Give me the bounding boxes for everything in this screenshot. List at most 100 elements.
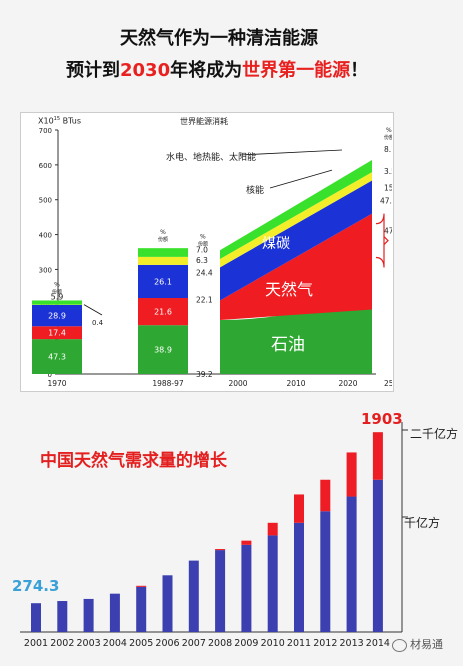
bar-segment-coal [138, 264, 188, 299]
headline-text: 年将成为 [170, 60, 243, 81]
y-tick-label: 600 [39, 162, 52, 170]
share-word-label: 份额 [158, 236, 168, 243]
end-share-label: 8.1 [384, 145, 392, 154]
year-label: 2012 [313, 638, 337, 649]
bar-segment-oil [138, 325, 188, 374]
projection-area-gas [220, 213, 372, 320]
end-share-label: 25.9 [384, 379, 392, 388]
bar-base [215, 550, 226, 632]
bar-top [320, 479, 331, 512]
bar-base [162, 575, 173, 632]
gas-share-label: 47.5 [380, 197, 392, 206]
watermark-text: 材易通 [410, 638, 443, 651]
end-share-label: 3.5 [384, 167, 392, 176]
headline-line2: 预计到2030年将成为世界第一能源！ [66, 56, 368, 82]
region-label-oil: 石油 [271, 335, 305, 355]
year-label: 2009 [234, 638, 258, 649]
share-label: 21.6 [154, 308, 172, 317]
region-label-coal: 煤碳 [262, 236, 290, 252]
bar-base [267, 535, 278, 632]
y-tick-label: 700 [39, 127, 52, 135]
region-label-nuclear: 核能 [246, 186, 265, 196]
bar-base [320, 511, 331, 632]
gas-share-brace [375, 213, 389, 268]
bar-base [31, 603, 41, 632]
bar-segment-gas [138, 298, 188, 326]
bar-base [346, 496, 357, 632]
bar-segment-oil [32, 339, 82, 374]
headline-highlight: 世界第一能源 [242, 60, 351, 81]
y-unit-label: X1015 BTus [38, 116, 81, 126]
end-share-label: 15 [384, 184, 392, 193]
x-tick-label: 2010 [286, 379, 305, 388]
bar-top [346, 452, 357, 497]
y-tick-label: 500 [39, 197, 52, 205]
share-label: 17.4 [48, 329, 66, 338]
projection-area-nuclear [220, 172, 372, 268]
share-label: 38.9 [154, 346, 172, 355]
headline-end: ！ [350, 60, 369, 81]
renewable-pointer-line [239, 149, 343, 156]
headline-line1: 天然气作为一种清洁能源 [120, 28, 318, 49]
year-label: 2010 [261, 638, 285, 649]
bar-base [188, 560, 199, 632]
x-tick-label: 1970 [47, 379, 66, 388]
china-demand-chart: 2001 2002 2003 2004 2005 2006 2007 2008 2009 2010… [20, 422, 408, 649]
y-tick-label: 300 [39, 266, 52, 274]
bar-segment-nuclear [138, 256, 188, 265]
nuclear-pointer-line [83, 304, 103, 316]
y-tick-label: 400 [39, 232, 52, 240]
year-label: 2008 [208, 638, 232, 649]
year-label: 2003 [77, 638, 101, 649]
bar-top [215, 549, 226, 551]
share-pct-label: % [54, 281, 60, 288]
year-label: 2004 [103, 638, 127, 649]
end-share-label: 47.5 [384, 227, 392, 236]
share-pct-label: % [200, 233, 206, 240]
region-label-renewable: 水电、地热能、太阳能 [166, 153, 257, 163]
bar-segment-renewable [138, 248, 188, 257]
share-word-label: 份额 [384, 134, 392, 141]
projection-area-coal [220, 180, 372, 301]
year-label: 2007 [182, 638, 206, 649]
year-label: 2013 [340, 638, 364, 649]
start-share-label: 7.0 [196, 245, 208, 254]
share-label: 26.1 [154, 277, 172, 286]
bar-base [136, 586, 147, 632]
year-label: 2005 [129, 638, 153, 649]
year-label: 2002 [50, 638, 74, 649]
y-tick-label: 0 [48, 371, 52, 379]
china-chart-title: 中国天然气需求量的增长 [40, 451, 227, 471]
unit-mid-label: 千亿方 [404, 516, 441, 530]
start-share-label: 6.3 [196, 256, 208, 265]
nuclear-pointer-line [269, 169, 333, 189]
bar-top [136, 585, 147, 587]
bar-base [294, 522, 304, 632]
unit-top-label: 二千亿方 [410, 427, 459, 441]
x-tick-label: 1988-97 [152, 379, 184, 388]
bar-base [372, 479, 383, 632]
share-pct-label: % [386, 127, 392, 134]
watermark: 材易通 [392, 636, 443, 652]
bar-top [267, 522, 278, 536]
year-label: 2014 [366, 638, 390, 649]
share-label: 28.9 [48, 312, 66, 321]
bar-top [372, 432, 383, 480]
bar-segment-gas [32, 326, 82, 340]
bar-segment-renewable [32, 300, 82, 305]
bar-top [294, 494, 304, 523]
year-label: 2011 [287, 638, 311, 649]
bar-base [83, 598, 94, 632]
share-word-label: 份额 [52, 288, 62, 295]
wechat-icon [392, 638, 407, 652]
nuclear-share-label: 0.4 [92, 319, 104, 327]
bar-top [241, 540, 252, 545]
start-share-label: 24.4 [196, 268, 213, 277]
bar-base [241, 544, 252, 632]
start-share-label: 22.1 [196, 295, 213, 304]
projection-area-oil [220, 307, 372, 374]
energy-chart: 010020030040050060070047.317.428.95.9%份额… [32, 127, 392, 388]
share-pct-label: % [160, 229, 166, 236]
bar-segment-coal [32, 304, 82, 327]
